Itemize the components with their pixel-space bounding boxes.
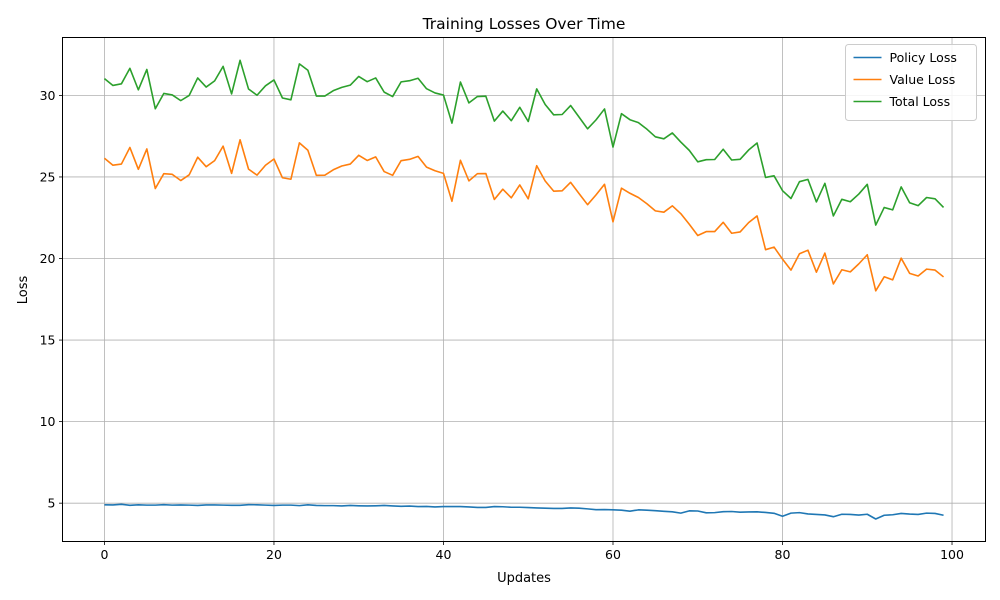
value-loss-line bbox=[103, 138, 945, 292]
total-loss-line bbox=[103, 59, 945, 226]
grid bbox=[62, 37, 986, 542]
x-tick-label: 40 bbox=[436, 547, 452, 562]
series-lines bbox=[103, 59, 945, 520]
x-tick-label: 60 bbox=[605, 547, 621, 562]
legend-label-policy-loss: Policy Loss bbox=[890, 50, 957, 65]
y-axis-label: Loss bbox=[16, 276, 31, 305]
x-tick-label: 80 bbox=[775, 547, 791, 562]
legend: Policy Loss Value Loss Total Loss bbox=[845, 44, 977, 121]
y-tick-label: 30 bbox=[40, 88, 56, 103]
policy-loss-line bbox=[104, 503, 944, 520]
chart-title: Training Losses Over Time bbox=[422, 15, 626, 33]
y-tick-label: 20 bbox=[40, 251, 56, 266]
plot-frame bbox=[62, 37, 986, 542]
y-tick-label: 10 bbox=[40, 414, 56, 429]
x-tick-label: 20 bbox=[266, 547, 282, 562]
x-axis-label: Updates bbox=[497, 571, 551, 586]
y-tick-label: 5 bbox=[48, 496, 56, 511]
x-tick-label: 100 bbox=[940, 547, 964, 562]
y-tick-label: 25 bbox=[40, 169, 56, 184]
axis-ticks: 0 20 40 60 80 100 5 10 15 20 25 30 bbox=[40, 88, 964, 562]
y-tick-label: 15 bbox=[40, 333, 56, 348]
legend-label-value-loss: Value Loss bbox=[890, 72, 956, 87]
x-tick-label: 0 bbox=[100, 547, 108, 562]
legend-label-total-loss: Total Loss bbox=[889, 94, 951, 109]
